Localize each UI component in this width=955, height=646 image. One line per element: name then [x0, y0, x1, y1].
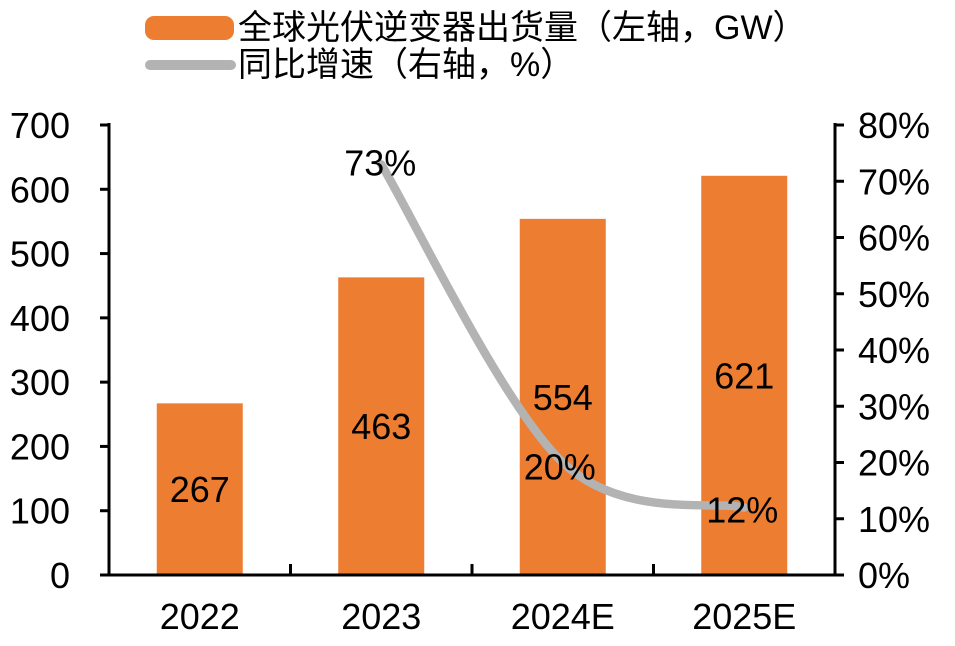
bar-data-label: 621	[714, 355, 774, 396]
left-axis-tick-label: 300	[10, 362, 70, 403]
left-axis-tick-label: 100	[10, 491, 70, 532]
right-axis-tick-label: 40%	[858, 330, 930, 371]
x-axis-category-label: 2022	[160, 596, 240, 637]
legend-item-growth: 同比增速（右轴，%）	[145, 46, 807, 83]
line-series-label: 同比增速（右轴，%）	[238, 45, 575, 84]
right-axis-tick-label: 60%	[858, 218, 930, 259]
left-axis-tick-label: 500	[10, 234, 70, 275]
bar-data-label: 463	[351, 406, 411, 447]
line-data-label: 12%	[706, 490, 778, 531]
right-axis-tick-label: 20%	[858, 443, 930, 484]
left-axis-tick-label: 0	[50, 555, 70, 596]
right-axis-tick-label: 50%	[858, 274, 930, 315]
right-axis-tick-label: 30%	[858, 386, 930, 427]
x-axis-category-label: 2023	[341, 596, 421, 637]
right-axis-tick-label: 80%	[858, 105, 930, 146]
legend: 全球光伏逆变器出货量（左轴，GW） 同比增速（右轴，%）	[145, 9, 807, 83]
bar-2024E	[519, 218, 606, 575]
left-axis-tick-label: 700	[10, 105, 70, 146]
bar-series-label: 全球光伏逆变器出货量（左轴，GW）	[238, 8, 807, 47]
growth-line	[377, 160, 749, 512]
left-axis-tick-label: 400	[10, 298, 70, 339]
x-axis-category-label: 2025E	[692, 596, 796, 637]
right-axis-tick-label: 10%	[858, 499, 930, 540]
bar-data-label: 267	[170, 469, 230, 510]
x-axis-category-label: 2024E	[511, 596, 615, 637]
right-axis-tick-label: 0%	[858, 555, 910, 596]
bar-2022	[156, 403, 243, 575]
bar-series-swatch	[145, 15, 234, 40]
left-axis-tick-label: 600	[10, 169, 70, 210]
right-axis-tick-label: 70%	[858, 161, 930, 202]
line-data-label: 73%	[344, 142, 416, 183]
left-axis-tick-label: 200	[10, 426, 70, 467]
line-series-swatch	[145, 59, 236, 70]
line-data-label: 20%	[524, 447, 596, 488]
legend-item-shipments: 全球光伏逆变器出货量（左轴，GW）	[145, 9, 807, 46]
bar-2023	[338, 277, 425, 575]
bar-data-label: 554	[533, 377, 593, 418]
